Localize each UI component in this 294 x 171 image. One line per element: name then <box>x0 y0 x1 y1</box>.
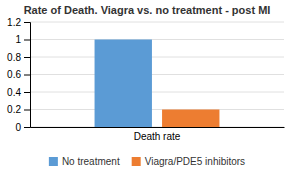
grid-line <box>30 22 284 23</box>
grid-line <box>30 109 284 110</box>
y-tick-label: 0 <box>15 122 21 133</box>
y-tick-mark <box>24 75 30 76</box>
y-tick-mark <box>24 40 30 41</box>
grid-line <box>30 39 284 40</box>
bar <box>162 110 219 128</box>
legend-swatch <box>49 157 58 166</box>
y-tick-label: 0.8 <box>7 52 21 63</box>
y-tick-mark <box>24 110 30 111</box>
legend-label: No treatment <box>62 156 120 167</box>
y-tick: 0.8 <box>7 52 30 63</box>
y-tick-label: 1 <box>15 34 21 45</box>
grid <box>30 22 284 127</box>
bars <box>95 40 220 128</box>
y-tick: 0.6 <box>7 69 30 80</box>
bar <box>95 40 152 128</box>
legend-swatch <box>132 157 141 166</box>
legend-label: Viagra/PDE5 inhibitors <box>145 156 245 167</box>
legend-item: Viagra/PDE5 inhibitors <box>132 156 245 167</box>
y-tick: 0.4 <box>7 87 30 98</box>
chart: Rate of Death. Viagra vs. no treatment -… <box>0 0 294 171</box>
y-axis: 0 0.2 0.4 0.6 0.8 1 1.2 <box>7 17 30 133</box>
x-axis-line <box>31 127 285 128</box>
y-tick: 1.2 <box>7 17 30 28</box>
y-tick-mark <box>24 92 30 93</box>
legend: No treatment Viagra/PDE5 inhibitors <box>49 156 245 167</box>
y-axis-line <box>24 23 31 128</box>
plot: 0 0.2 0.4 0.6 0.8 1 1.2 Death rate <box>7 17 284 142</box>
title: Rate of Death. Viagra vs. no treatment -… <box>24 4 271 16</box>
y-tick: 0 <box>15 122 30 133</box>
grid-line <box>30 92 284 93</box>
grid-line <box>30 74 284 75</box>
grid-line <box>30 127 284 128</box>
y-tick: 1 <box>15 34 30 45</box>
y-tick-label: 0.4 <box>7 87 21 98</box>
y-tick-mark <box>24 22 30 23</box>
y-tick-label: 0.6 <box>7 69 21 80</box>
grid-line <box>30 57 284 58</box>
y-tick-mark <box>24 127 30 128</box>
legend-item: No treatment <box>49 156 120 167</box>
x-axis: Death rate <box>31 127 285 142</box>
y-tick-label: 1.2 <box>7 17 21 28</box>
y-tick-label: 0.2 <box>7 104 21 115</box>
x-tick-label: Death rate <box>134 131 181 142</box>
y-tick-mark <box>24 57 30 58</box>
y-tick: 0.2 <box>7 104 30 115</box>
x-tick: Death rate <box>134 127 181 142</box>
